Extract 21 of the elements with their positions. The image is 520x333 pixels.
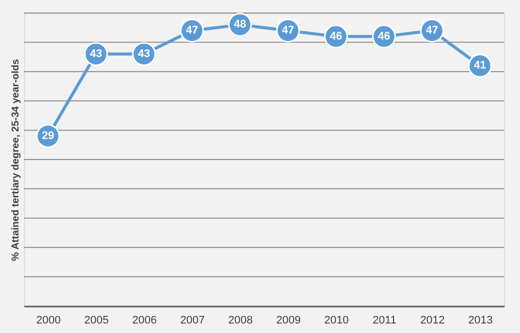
data-label: 29: [42, 130, 54, 142]
x-tick-label: 2000: [36, 314, 61, 326]
x-tick-label: 2005: [84, 314, 109, 326]
data-label: 43: [90, 48, 102, 60]
x-tick-label: 2011: [372, 314, 396, 326]
data-label: 48: [234, 18, 246, 31]
data-label: 41: [474, 60, 486, 72]
x-tick-label: 2012: [420, 314, 445, 326]
x-tick-label: 2006: [132, 314, 157, 326]
data-label: 46: [330, 30, 342, 42]
data-label: 47: [426, 24, 438, 37]
data-label: 47: [186, 24, 198, 37]
x-tick-label: 2007: [180, 314, 205, 326]
data-label: 47: [282, 24, 294, 37]
y-axis-title: % Attained tertiary degree, 25-34 year-olds: [10, 58, 22, 261]
data-label: 46: [378, 30, 390, 42]
x-tick-label: 2008: [228, 314, 253, 326]
x-tick-label: 2010: [324, 314, 349, 326]
x-tick-label: 2013: [468, 314, 493, 326]
x-tick-label: 2009: [276, 314, 301, 326]
data-label: 43: [138, 48, 150, 60]
